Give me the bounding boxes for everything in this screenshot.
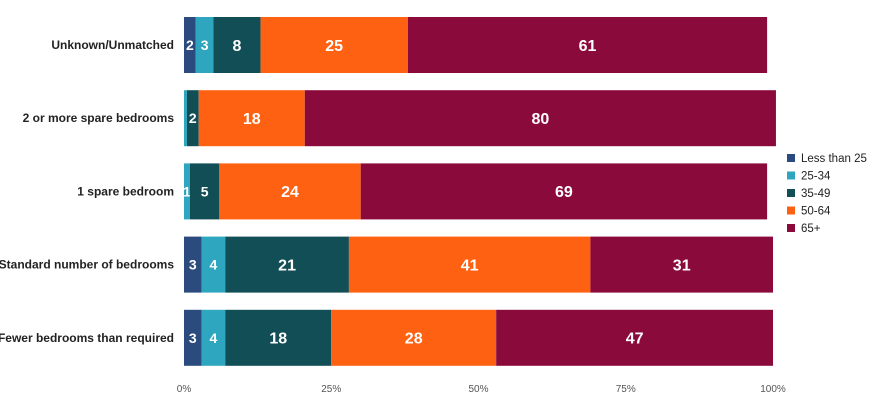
data-label-less-than-25-unknown-unmatched: 2 (186, 37, 194, 53)
data-label-less-than-25-standard-number-of-bedrooms: 3 (189, 257, 197, 273)
data-label-65-unknown-unmatched: 61 (579, 38, 597, 55)
legend-swatch-less-than-25 (787, 154, 795, 162)
bar-segment-65-fewer-bedrooms-than-required (496, 309, 773, 366)
data-label-50-64-fewer-bedrooms-than-required: 28 (405, 331, 423, 348)
bar-segment-35-49-1-spare-bedroom (189, 163, 220, 220)
data-label-50-64-2-or-more-spare-bedrooms: 18 (243, 111, 261, 128)
data-label-50-64-1-spare-bedroom: 24 (281, 184, 299, 201)
bar-segment-65-unknown-unmatched (407, 17, 768, 73)
x-tick-label-0: 0% (177, 384, 192, 395)
bar-segment-25-34-2-or-more-spare-bedrooms (184, 90, 187, 147)
bar-segment-25-34-standard-number-of-bedrooms (201, 236, 226, 293)
data-label-25-34-1-spare-bedroom: 1 (183, 183, 191, 199)
data-label-65-fewer-bedrooms-than-required: 47 (626, 331, 644, 348)
bar-segment-less-than-25-unknown-unmatched (184, 17, 196, 73)
legend-label-65: 65+ (801, 223, 821, 235)
category-label-2-or-more-spare-bedrooms: 2 or more spare bedrooms (23, 111, 175, 125)
bar-segment-35-49-2-or-more-spare-bedrooms (186, 90, 199, 147)
data-label-35-49-2-or-more-spare-bedrooms: 2 (189, 110, 197, 126)
data-label-25-34-standard-number-of-bedrooms: 4 (210, 257, 218, 273)
category-label-unknown-unmatched: Unknown/Unmatched (51, 38, 174, 52)
data-label-35-49-unknown-unmatched: 8 (233, 38, 242, 55)
data-label-50-64-standard-number-of-bedrooms: 41 (461, 257, 479, 274)
category-label-1-spare-bedroom: 1 spare bedroom (77, 184, 174, 198)
legend-label-less-than-25: Less than 25 (801, 153, 867, 165)
data-label-35-49-fewer-bedrooms-than-required: 18 (269, 331, 287, 348)
bar-segment-25-34-1-spare-bedroom (184, 163, 190, 220)
bar-segment-65-1-spare-bedroom (360, 163, 768, 220)
legend-label-35-49: 35-49 (801, 188, 830, 200)
bar-segment-50-64-standard-number-of-bedrooms (348, 236, 591, 293)
data-label-25-34-unknown-unmatched: 3 (201, 37, 209, 53)
data-label-less-than-25-fewer-bedrooms-than-required: 3 (189, 330, 197, 346)
data-label-25-34-fewer-bedrooms-than-required: 4 (210, 330, 218, 346)
bar-segment-35-49-fewer-bedrooms-than-required (225, 309, 332, 366)
x-tick-label-2: 50% (468, 384, 488, 395)
data-label-50-64-unknown-unmatched: 25 (325, 38, 343, 55)
data-label-35-49-1-spare-bedroom: 5 (201, 183, 209, 199)
x-tick-label-1: 25% (321, 384, 341, 395)
bar-segment-35-49-unknown-unmatched (213, 17, 261, 73)
bar-segment-65-2-or-more-spare-bedrooms (304, 90, 776, 147)
data-label-65-standard-number-of-bedrooms: 31 (673, 257, 691, 274)
x-tick-label-4: 100% (760, 384, 786, 395)
legend-swatch-50-64 (787, 206, 795, 215)
bar-segment-50-64-unknown-unmatched (260, 17, 408, 73)
data-label-65-2-or-more-spare-bedrooms: 80 (531, 111, 549, 128)
bar-segment-35-49-standard-number-of-bedrooms (225, 236, 349, 293)
data-label-65-1-spare-bedroom: 69 (555, 184, 573, 201)
bar-segment-65-standard-number-of-bedrooms (590, 236, 773, 293)
category-label-standard-number-of-bedrooms: Standard number of bedrooms (0, 258, 174, 272)
bar-segment-less-than-25-standard-number-of-bedrooms (184, 236, 202, 293)
bar-segment-50-64-fewer-bedrooms-than-required (331, 309, 497, 366)
legend-label-25-34: 25-34 (801, 171, 831, 183)
bar-segment-50-64-2-or-more-spare-bedrooms (198, 90, 305, 147)
legend-label-50-64: 50-64 (801, 206, 831, 218)
x-tick-label-3: 75% (616, 384, 636, 395)
bar-segment-50-64-1-spare-bedroom (219, 163, 361, 220)
bar-segment-25-34-fewer-bedrooms-than-required (201, 309, 226, 366)
bar-segment-less-than-25-fewer-bedrooms-than-required (184, 309, 202, 366)
bar-segment-25-34-unknown-unmatched (195, 17, 214, 73)
category-label-fewer-bedrooms-than-required: Fewer bedrooms than required (0, 331, 174, 345)
legend-swatch-35-49 (787, 189, 795, 197)
legend-swatch-25-34 (787, 171, 795, 180)
data-label-35-49-standard-number-of-bedrooms: 21 (278, 257, 296, 274)
legend-swatch-65 (787, 224, 795, 232)
